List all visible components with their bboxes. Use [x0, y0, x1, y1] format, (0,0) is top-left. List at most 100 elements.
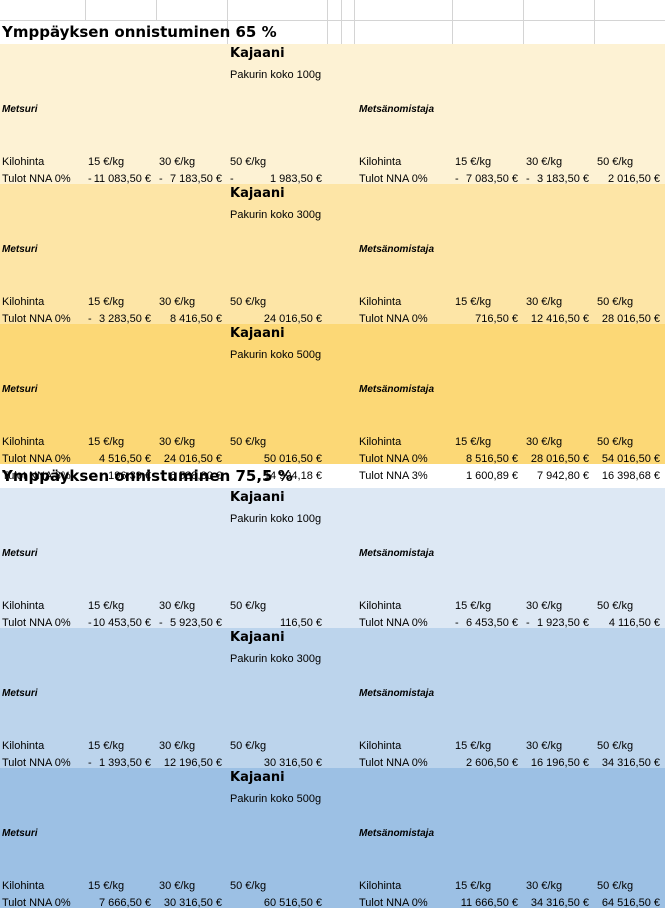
price-header: 15 €/kg [88, 740, 125, 752]
section-heading: Ymppäyksen onnistuminen 65 % [2, 23, 277, 41]
price-header: 15 €/kg [455, 156, 492, 168]
header-row: Kilohinta 15 €/kg 30 €/kg 50 €/kg [0, 436, 665, 452]
kilohinta-label: Kilohinta [2, 436, 45, 448]
cell-value: 64 516,50 € [601, 897, 660, 909]
city-title: Kajaani [230, 186, 285, 201]
row-label: Tulot NNA 0% [2, 173, 71, 185]
cell-value: 11 083,50 € [93, 173, 151, 185]
price-header: 50 €/kg [597, 156, 634, 168]
header-row: Kilohinta 15 €/kg 30 €/kg 50 €/kg [0, 156, 665, 172]
price-header: 30 €/kg [526, 436, 563, 448]
price-header: 30 €/kg [526, 880, 563, 892]
header-row: Kilohinta 15 €/kg 30 €/kg 50 €/kg [0, 880, 665, 896]
price-header: 50 €/kg [597, 740, 634, 752]
row-label: Tulot NNA 0% [359, 173, 428, 185]
cell-value: 28 016,50 € [530, 453, 589, 465]
price-header: 15 €/kg [455, 740, 492, 752]
price-header: 50 €/kg [597, 880, 634, 892]
data-row: Tulot NNA 0% 7 666,50 € 30 316,50 € 60 516,… [0, 897, 665, 909]
price-header: 30 €/kg [159, 296, 196, 308]
size-subtitle: Pakurin koko 300g [230, 653, 322, 665]
size-subtitle: Pakurin koko 300g [230, 209, 322, 221]
row-label: Tulot NNA 3% [359, 470, 428, 482]
cell-value: 54 016,50 € [601, 453, 660, 465]
cell-value: 8 516,50 € [466, 453, 518, 465]
gridline [341, 0, 342, 44]
negative-sign: - [159, 173, 163, 185]
size-subtitle: Pakurin koko 100g [230, 69, 322, 81]
cell-value: 2 606,50 € [466, 757, 518, 769]
kilohinta-label: Kilohinta [359, 740, 402, 752]
cell-value: 3 283,50 € [99, 313, 151, 325]
cell-value: 116,50 € [279, 617, 322, 629]
cell-value: 10 453,50 € [92, 617, 151, 629]
negative-sign: - [230, 173, 234, 185]
gridline [0, 20, 665, 21]
cell-value: 196,39 € [108, 470, 151, 482]
header-row: Kilohinta 15 €/kg 30 €/kg 50 €/kg [0, 436, 665, 452]
row-label: Tulot NNA 0% [359, 617, 428, 629]
cell-value: 2 016,50 € [608, 173, 660, 185]
price-header: 30 €/kg [526, 740, 563, 752]
data-row: Tulot NNA 0% 716,50 € 12 416,50 € 28 016,50… [0, 313, 665, 329]
cell-value: 14 994,18 € [263, 470, 322, 482]
cell-value: 1 983,50 € [270, 173, 322, 185]
section-heading: Ymppäyksen onnistuminen 75,5 % [2, 467, 293, 485]
cell-value: 16 398,68 € [601, 470, 660, 482]
negative-sign: - [455, 173, 459, 185]
data-row: Tulot NNA 0% -1 393,50 € 12 196,50 € 30 316… [0, 757, 665, 773]
negative-sign: - [88, 757, 92, 769]
size-subtitle: Pakurin koko 500g [230, 793, 322, 805]
header-row: Kilohinta 15 €/kg 30 €/kg 50 €/kg [0, 740, 665, 756]
cell-value: 4 116,50 € [608, 617, 660, 629]
row-label: Tulot NNA 0% [359, 313, 428, 325]
price-header: 15 €/kg [455, 296, 492, 308]
role-label: Metsuri [2, 548, 38, 559]
negative-sign: - [88, 313, 92, 325]
cell-value: 4 516,50 € [99, 453, 151, 465]
cell-value: 6 453,50 € [466, 617, 518, 629]
row-label: Tulot NNA 0% [359, 757, 428, 769]
role-label: Metsuri [2, 104, 38, 115]
price-header: 30 €/kg [159, 600, 196, 612]
cell-value: 60 516,50 € [263, 897, 322, 909]
city-title: Kajaani [230, 630, 285, 645]
cell-value: 6 538,30 € [170, 470, 222, 482]
cell-value: 7 942,80 € [537, 470, 589, 482]
role-label: Metsuri [2, 828, 38, 839]
kilohinta-label: Kilohinta [2, 880, 45, 892]
cell-value: 12 416,50 € [530, 313, 589, 325]
role-label: Metsänomistaja [359, 384, 435, 395]
price-header: 30 €/kg [159, 156, 196, 168]
negative-sign: - [526, 173, 530, 185]
city-title: Kajaani [230, 770, 285, 785]
price-header: 50 €/kg [597, 436, 634, 448]
row-label: Tulot NNA 0% [2, 617, 71, 629]
price-header: 15 €/kg [88, 880, 125, 892]
price-header: 50 €/kg [230, 880, 267, 892]
header-row: Kilohinta 15 €/kg 30 €/kg 50 €/kg [0, 156, 665, 172]
size-subtitle: Pakurin koko 100g [230, 513, 322, 525]
city-title: Kajaani [230, 490, 285, 505]
cell-value: 7 083,50 € [466, 173, 518, 185]
price-header: 15 €/kg [455, 436, 492, 448]
gridline [156, 0, 157, 21]
data-row: Tulot NNA 3% 196,39 € 6 538,30 € 14 994,18 … [0, 470, 665, 486]
data-row: Tulot NNA 3% 1 600,89 € 7 942,80 € 16 398,6… [0, 470, 665, 486]
header-row: Kilohinta 15 €/kg 30 €/kg 50 €/kg [0, 296, 665, 312]
city-title: Kajaani [230, 326, 285, 341]
kilohinta-label: Kilohinta [2, 296, 45, 308]
price-header: 15 €/kg [455, 600, 492, 612]
cell-value: 1 600,89 € [466, 470, 518, 482]
price-header: 50 €/kg [230, 600, 267, 612]
gridline [327, 0, 328, 44]
header-row: Kilohinta 15 €/kg 30 €/kg 50 €/kg [0, 600, 665, 616]
cell-value: 11 666,50 € [460, 897, 518, 909]
price-header: 50 €/kg [597, 296, 634, 308]
cell-value: 28 016,50 € [601, 313, 660, 325]
data-row: Tulot NNA 0% 8 516,50 € 28 016,50 € 54 016,… [0, 453, 665, 469]
scenario-block: Kajaani Pakurin koko 100g Metsuri Kilohinta… [0, 488, 665, 646]
kilohinta-label: Kilohinta [359, 436, 402, 448]
negative-sign: - [526, 617, 530, 629]
price-header: 30 €/kg [159, 436, 196, 448]
